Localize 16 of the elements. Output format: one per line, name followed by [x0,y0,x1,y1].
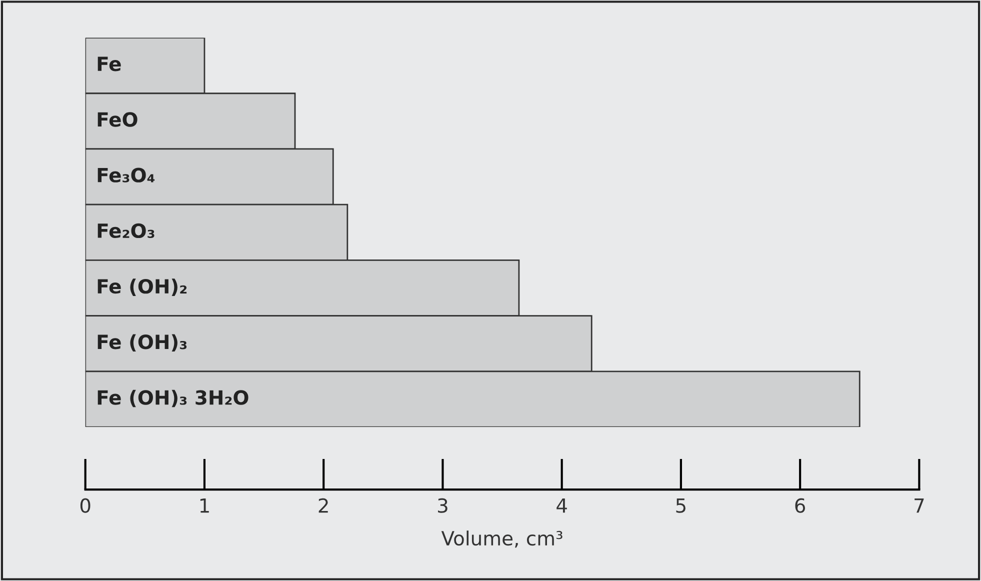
y-tick-label: Fe₂O₃ [98,223,154,238]
x-tick-label: 1 [200,498,209,513]
x-tick-label: 5 [676,498,686,513]
y-tick-label: Fe [98,56,121,72]
y-tick-label: Fe (OH)₂ [98,278,187,296]
x-tick-label: 0 [80,498,90,513]
x-tick-label: 6 [795,498,806,513]
y-tick-label: Fe (OH)₃ [98,334,187,352]
y-tick-label: FeO [98,112,138,127]
x-axis-title: Volume, cm³ [441,530,562,548]
y-tick-label: Fe₃O₄ [98,168,155,182]
x-tick-label: 2 [318,498,328,513]
y-tick-label: Fe (OH)₃ 3H₂O [98,390,248,408]
x-tick-label: 7 [914,498,924,513]
x-tick-label: 4 [556,498,567,513]
x-tick-label: 3 [438,498,448,513]
